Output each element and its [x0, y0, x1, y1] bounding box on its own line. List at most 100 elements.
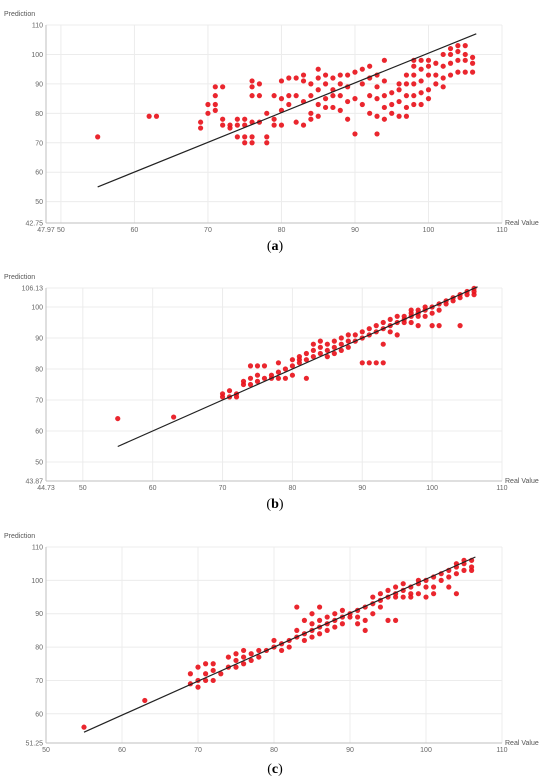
scatter-point	[389, 101, 395, 108]
scatter-point	[455, 43, 461, 49]
x-tick-label: 70	[194, 747, 202, 754]
chart-panel-c: 50 60 70 80 90 100 110 51.25 60 70 80 90 100 110 Real …	[0, 520, 550, 784]
scatter-point	[433, 81, 439, 87]
scatter-point	[275, 375, 282, 381]
scatter-point	[431, 591, 437, 597]
scatter-point	[233, 664, 239, 670]
y-axis-title: Prediction	[4, 533, 35, 540]
scatter-point	[403, 104, 410, 111]
y-tick-label: 80	[35, 645, 43, 652]
scatter-point	[359, 81, 365, 87]
scatter-chart-b: 44.73 50 60 70 80 90 100 110 43.87 50 60 70 80 90 100 1…	[4, 274, 539, 492]
scatter-point	[256, 81, 263, 87]
x-tick-label: 47.97	[37, 227, 55, 234]
scatter-point	[393, 584, 399, 590]
x-tick-label: 100	[426, 485, 438, 492]
scatter-point	[322, 104, 329, 111]
scatter-point	[339, 607, 345, 613]
scatter-point	[289, 372, 296, 378]
scatter-point	[249, 134, 255, 140]
scatter-point	[389, 110, 395, 116]
scatter-point	[408, 307, 414, 313]
scatter-point	[345, 116, 351, 122]
scatter-point	[387, 329, 393, 335]
scatter-point	[282, 375, 289, 381]
y-tick-label: 60	[35, 428, 43, 435]
scatter-point	[205, 101, 211, 108]
scatter-point	[462, 57, 468, 63]
scatter-point	[355, 621, 361, 627]
scatter-point	[254, 372, 261, 378]
scatter-point	[282, 366, 289, 372]
scatter-point	[438, 577, 444, 583]
y-tick-label: 80	[35, 111, 43, 118]
scatter-point	[394, 313, 400, 319]
scatter-point	[310, 354, 316, 360]
scatter-point	[261, 375, 268, 381]
scatter-point	[330, 75, 336, 81]
scatter-point	[373, 323, 379, 329]
scatter-point	[233, 394, 240, 400]
scatter-point	[219, 391, 226, 397]
scatter-point	[415, 591, 421, 597]
scatter-point	[425, 96, 432, 102]
scatter-point	[220, 84, 226, 90]
scatter-point	[418, 101, 424, 108]
scatter-point	[440, 51, 446, 58]
scatter-point	[411, 93, 417, 99]
y-tick-label: 106.13	[22, 286, 44, 293]
scatter-point	[359, 360, 365, 366]
scatter-point	[324, 341, 330, 347]
scatter-point	[256, 647, 262, 654]
scatter-point	[210, 677, 216, 684]
y-tick-label: 110	[32, 545, 43, 552]
scatter-point	[425, 72, 432, 78]
scatter-point	[345, 338, 351, 344]
scatter-point	[247, 363, 254, 369]
scatter-point	[309, 621, 315, 627]
scatter-point	[408, 594, 414, 600]
scatter-point	[264, 140, 270, 146]
scatter-point	[226, 388, 233, 394]
scatter-point	[303, 357, 309, 363]
x-tick-label: 110	[496, 485, 507, 492]
scatter-point	[218, 671, 224, 677]
scatter-point	[352, 69, 358, 75]
scatter-point	[381, 116, 387, 122]
chart-panel-a: 47.97 50 60 70 80 90 100 110 42.75 50 60 70 80 90 100 1…	[0, 0, 550, 262]
scatter-point	[400, 581, 406, 587]
y-tick-label: 50	[35, 459, 43, 466]
scatter-point	[337, 81, 343, 87]
scatter-point	[331, 344, 337, 350]
scatter-point	[241, 654, 247, 660]
scatter-point	[203, 677, 209, 684]
scatter-point	[374, 84, 380, 90]
scatter-point	[234, 122, 240, 128]
scatter-point	[411, 63, 417, 69]
y-axis-title: Prediction	[4, 11, 35, 18]
scatter-point	[317, 350, 323, 357]
x-tick-label: 90	[358, 485, 366, 492]
y-tick-label: 90	[35, 336, 43, 343]
scatter-point	[381, 104, 387, 111]
scatter-point	[220, 122, 226, 128]
scatter-point	[367, 63, 373, 69]
scatter-point	[367, 110, 373, 116]
scatter-point	[403, 113, 410, 119]
y-tick-label: 80	[35, 367, 43, 374]
scatter-point	[345, 98, 351, 105]
scatter-point	[385, 617, 391, 623]
scatter-point	[440, 84, 446, 90]
scatter-point	[418, 57, 424, 63]
scatter-point	[374, 96, 380, 102]
scatter-point	[303, 350, 309, 357]
scatter-point	[374, 113, 380, 119]
scatter-point	[308, 81, 314, 87]
scatter-point	[411, 81, 417, 87]
x-tick-label: 100	[423, 227, 435, 234]
scatter-point	[440, 75, 446, 81]
fit-line	[83, 556, 476, 733]
scatter-point	[415, 307, 421, 313]
scatter-point	[332, 624, 338, 630]
y-tick-label: 60	[35, 170, 43, 177]
